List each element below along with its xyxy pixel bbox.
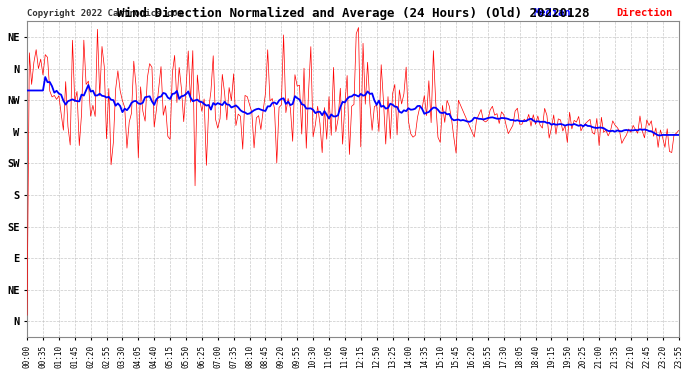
Text: Copyright 2022 Cartronics.com: Copyright 2022 Cartronics.com	[27, 9, 183, 18]
Title: Wind Direction Normalized and Average (24 Hours) (Old) 20220128: Wind Direction Normalized and Average (2…	[117, 7, 589, 20]
Text: Median: Median	[533, 8, 571, 18]
Text: Direction: Direction	[615, 8, 672, 18]
